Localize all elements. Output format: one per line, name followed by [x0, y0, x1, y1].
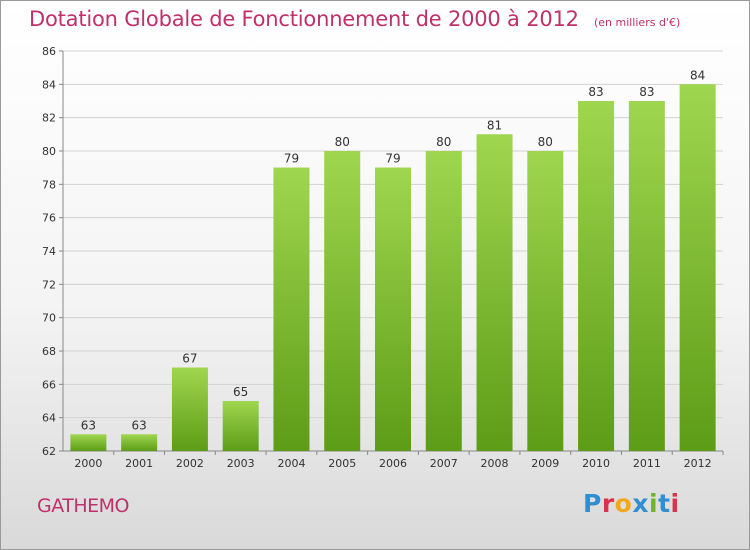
- axes: 62 64 66 68 70 72 74 76 78 80 82 84 86 2000 2001 2002 20…: [42, 45, 724, 470]
- y-tick-label: 68: [42, 345, 56, 358]
- logo-letter: x: [632, 489, 649, 518]
- bar-2006[interactable]: [375, 167, 411, 451]
- bars: [70, 84, 716, 452]
- y-tick-label: 74: [42, 245, 56, 258]
- bar-2004[interactable]: [273, 167, 310, 451]
- x-tick-label: 2011: [633, 457, 661, 470]
- data-label: 80: [436, 135, 451, 149]
- x-tick-label: 2004: [277, 457, 305, 470]
- y-tick-label: 66: [42, 378, 56, 391]
- data-label: 80: [335, 135, 350, 149]
- x-tick-label: 2005: [328, 457, 356, 470]
- x-tick-label: 2010: [582, 457, 610, 470]
- bar-2003[interactable]: [222, 401, 259, 451]
- y-tick-label: 80: [42, 145, 56, 158]
- logo-letter: P: [583, 489, 602, 518]
- bar-2008[interactable]: [476, 134, 513, 452]
- y-tick-label: 86: [42, 45, 56, 58]
- y-tick-label: 70: [42, 312, 56, 325]
- chart-subtitle: (en milliers d'€): [593, 16, 681, 29]
- logo-letter: o: [614, 489, 633, 518]
- data-label: 63: [81, 418, 96, 432]
- data-label: 80: [538, 135, 553, 149]
- data-label: 79: [385, 152, 400, 166]
- logo-letter: i: [649, 489, 659, 518]
- x-tick-label: 2006: [379, 457, 407, 470]
- data-label: 79: [284, 152, 299, 166]
- bar-2001[interactable]: [121, 434, 158, 451]
- y-tick-label: 72: [42, 278, 56, 291]
- data-label: 84: [690, 68, 705, 82]
- data-label: 81: [487, 118, 502, 132]
- logo-letter: r: [601, 489, 615, 518]
- x-tick-label: 2007: [430, 457, 458, 470]
- chart-title: Dotation Globale de Fonctionnement de 20…: [29, 7, 579, 31]
- bar-2009[interactable]: [527, 151, 564, 451]
- y-tick-label: 62: [42, 445, 56, 458]
- y-tick-label: 82: [42, 112, 56, 125]
- logo-letter: i: [670, 489, 680, 518]
- y-tick-label: 64: [42, 412, 56, 425]
- data-label: 83: [588, 85, 603, 99]
- y-tick-label: 84: [42, 78, 56, 91]
- x-tick-label: 2012: [684, 457, 712, 470]
- data-labels: 63 63 67 65 79 80 79 80 81 80 83 83 84: [81, 68, 706, 432]
- y-tick-label: 76: [42, 212, 56, 225]
- y-tick-label: 78: [42, 178, 56, 191]
- bar-2007[interactable]: [425, 151, 462, 451]
- bar-2000[interactable]: [70, 434, 107, 451]
- place-name: GATHEMO: [37, 495, 130, 517]
- x-tick-label: 2003: [227, 457, 255, 470]
- bar-2011[interactable]: [628, 101, 665, 451]
- x-tick-label: 2000: [74, 457, 102, 470]
- bar-2002[interactable]: [171, 367, 208, 451]
- data-label: 63: [132, 418, 147, 432]
- x-tick-label: 2009: [531, 457, 559, 470]
- x-tick-label: 2001: [125, 457, 153, 470]
- data-label: 65: [233, 385, 248, 399]
- bar-2010[interactable]: [578, 101, 615, 451]
- bar-2012[interactable]: [679, 84, 716, 451]
- data-label: 67: [182, 352, 197, 366]
- x-tick-label: 2008: [481, 457, 509, 470]
- bar-2005[interactable]: [324, 151, 361, 451]
- logo-letter: t: [658, 489, 671, 518]
- data-label: 83: [639, 85, 654, 99]
- chart-header: Dotation Globale de Fonctionnement de 20…: [29, 7, 680, 31]
- proxiti-logo[interactable]: Proxiti: [583, 489, 680, 518]
- x-tick-label: 2002: [176, 457, 204, 470]
